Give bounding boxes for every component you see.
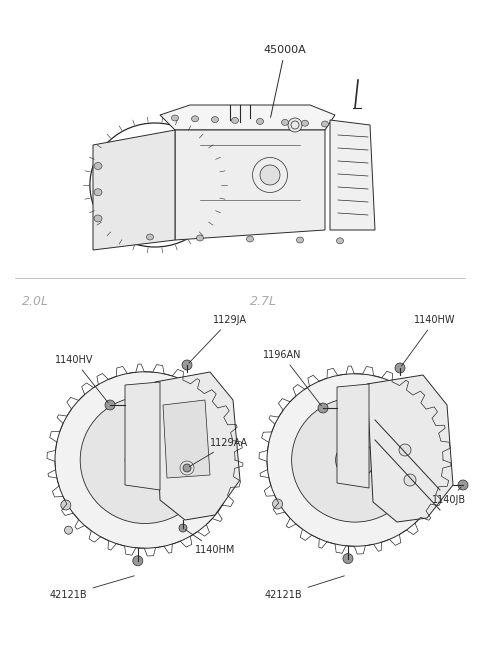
Text: 1196AN: 1196AN xyxy=(263,350,321,406)
Text: 42121B: 42121B xyxy=(50,576,134,600)
Text: 1140HM: 1140HM xyxy=(185,530,235,555)
Circle shape xyxy=(343,452,347,456)
Circle shape xyxy=(353,447,357,451)
Circle shape xyxy=(132,452,137,456)
Circle shape xyxy=(318,403,328,413)
Text: 2.7L: 2.7L xyxy=(250,295,277,308)
Text: 1129AA: 1129AA xyxy=(190,438,248,466)
Circle shape xyxy=(353,470,357,474)
Polygon shape xyxy=(160,105,335,130)
Ellipse shape xyxy=(292,398,419,522)
Text: 42121B: 42121B xyxy=(265,576,344,600)
Text: 45000A: 45000A xyxy=(264,45,306,117)
Circle shape xyxy=(153,452,157,456)
Circle shape xyxy=(64,526,72,534)
Ellipse shape xyxy=(301,121,309,126)
Circle shape xyxy=(395,363,405,373)
Circle shape xyxy=(343,553,353,563)
Ellipse shape xyxy=(336,238,344,244)
Circle shape xyxy=(143,470,147,474)
Text: 1140HV: 1140HV xyxy=(55,355,108,403)
Ellipse shape xyxy=(55,372,235,548)
Ellipse shape xyxy=(171,115,179,121)
Polygon shape xyxy=(163,400,210,478)
Circle shape xyxy=(273,499,283,509)
Ellipse shape xyxy=(336,441,374,479)
Text: 1129JA: 1129JA xyxy=(189,315,247,363)
Circle shape xyxy=(399,444,411,456)
Ellipse shape xyxy=(125,441,165,479)
Polygon shape xyxy=(93,130,175,250)
Ellipse shape xyxy=(192,116,199,122)
Circle shape xyxy=(179,524,187,532)
Polygon shape xyxy=(175,130,325,240)
Circle shape xyxy=(404,474,416,486)
Text: 1140JB: 1140JB xyxy=(432,487,466,505)
Circle shape xyxy=(183,464,191,472)
Ellipse shape xyxy=(231,117,239,123)
Ellipse shape xyxy=(94,215,102,222)
Ellipse shape xyxy=(322,121,328,127)
Polygon shape xyxy=(125,382,160,490)
Circle shape xyxy=(363,464,367,468)
Polygon shape xyxy=(337,384,369,488)
Text: 1140HW: 1140HW xyxy=(402,315,456,365)
Circle shape xyxy=(133,556,143,566)
Ellipse shape xyxy=(297,237,303,243)
Ellipse shape xyxy=(94,162,102,170)
Ellipse shape xyxy=(281,119,288,125)
Ellipse shape xyxy=(94,189,102,196)
Ellipse shape xyxy=(288,118,302,132)
Circle shape xyxy=(132,464,137,468)
Text: 2.0L: 2.0L xyxy=(22,295,49,308)
Circle shape xyxy=(61,500,71,510)
Circle shape xyxy=(105,400,115,410)
Ellipse shape xyxy=(247,236,253,242)
Ellipse shape xyxy=(260,165,280,185)
Ellipse shape xyxy=(146,234,154,240)
Ellipse shape xyxy=(256,119,264,124)
Ellipse shape xyxy=(196,235,204,241)
Circle shape xyxy=(343,464,347,468)
Polygon shape xyxy=(330,120,375,230)
Ellipse shape xyxy=(80,396,210,523)
Ellipse shape xyxy=(267,374,443,546)
Circle shape xyxy=(143,446,147,450)
Ellipse shape xyxy=(148,179,161,191)
Polygon shape xyxy=(155,372,240,520)
Circle shape xyxy=(153,464,157,468)
Circle shape xyxy=(182,360,192,370)
Polygon shape xyxy=(367,375,453,522)
Ellipse shape xyxy=(212,117,218,122)
Circle shape xyxy=(458,480,468,490)
Circle shape xyxy=(363,452,367,456)
